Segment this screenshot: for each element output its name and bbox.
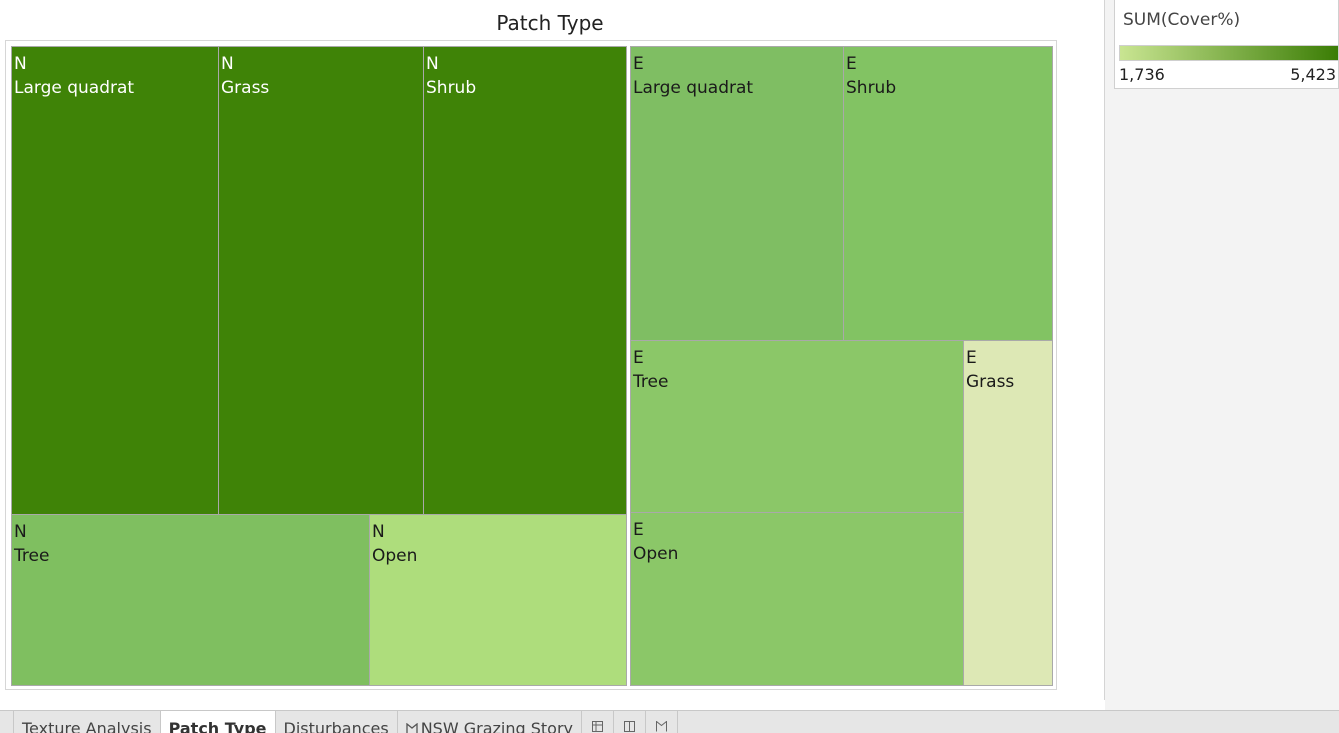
tile-group-label: E — [633, 54, 644, 74]
treemap-frame — [5, 40, 1057, 690]
new-dashboard-icon — [624, 721, 635, 732]
tab-label: NSW Grazing Story — [420, 719, 573, 733]
tile-patch-label: Large quadrat — [633, 78, 754, 98]
tile-patch-label: Shrub — [846, 78, 897, 98]
tab-disturbances[interactable]: Disturbances — [274, 711, 397, 733]
tile-group-label: E — [966, 348, 977, 368]
tile-patch-label: Shrub — [426, 78, 477, 98]
tile-patch-label: Open — [633, 544, 679, 564]
tile-e-tree[interactable]: E Tree — [630, 340, 964, 515]
tile-patch-label: Grass — [966, 372, 1015, 392]
tile-n-large-quadrat[interactable]: N Large quadrat — [11, 46, 219, 515]
tile-e-shrub[interactable]: E Shrub — [843, 46, 1053, 341]
tile-group-label: N — [372, 522, 385, 542]
story-icon — [406, 723, 418, 733]
tile-group-label: E — [846, 54, 857, 74]
legend-max-label: 5,423 — [1290, 65, 1336, 84]
legend-min-label: 1,736 — [1119, 65, 1165, 84]
tab-label: Patch Type — [168, 719, 267, 733]
new-worksheet-button[interactable] — [581, 711, 613, 733]
tile-group-label: E — [633, 348, 644, 368]
tab-nsw-grazing-story[interactable]: NSW Grazing Story — [396, 711, 581, 733]
tile-group-label: N — [14, 522, 27, 542]
tile-patch-label: Tree — [14, 546, 50, 566]
tabs-divider — [677, 711, 678, 733]
tile-group-label: N — [14, 54, 27, 74]
tab-label: Texture Analysis — [22, 719, 152, 733]
tile-n-open[interactable]: N Open — [369, 514, 627, 686]
tab-patch-type[interactable]: Patch Type — [159, 711, 275, 733]
side-panel — [1105, 0, 1339, 710]
tile-group-label: E — [633, 520, 644, 540]
tab-texture-analysis[interactable]: Texture Analysis — [13, 711, 160, 733]
tile-e-grass[interactable]: E Grass — [963, 340, 1053, 686]
canvas-divider — [1104, 0, 1105, 700]
worksheet-canvas: Patch Type N Large quadrat N Grass N Shr… — [5, 11, 1057, 690]
new-worksheet-icon — [592, 721, 603, 732]
legend-color-ramp — [1119, 45, 1339, 61]
new-story-icon — [656, 721, 667, 732]
tile-patch-label: Grass — [221, 78, 270, 98]
tile-e-open[interactable]: E Open — [630, 512, 964, 686]
tile-e-large-quadrat[interactable]: E Large quadrat — [630, 46, 844, 341]
tile-patch-label: Large quadrat — [14, 78, 135, 98]
tile-patch-label: Tree — [633, 372, 669, 392]
tile-group-label: N — [221, 54, 234, 74]
new-dashboard-button[interactable] — [613, 711, 645, 733]
color-legend[interactable]: SUM(Cover%) 1,736 5,423 — [1114, 0, 1339, 89]
new-story-button[interactable] — [645, 711, 677, 733]
tile-group-label: N — [426, 54, 439, 74]
sheet-title: Patch Type — [496, 11, 604, 35]
legend-title: SUM(Cover%) — [1123, 10, 1241, 30]
tile-patch-label: Open — [372, 546, 418, 566]
sheet-tab-bar: Texture Analysis Patch Type Disturbances… — [0, 710, 1339, 733]
tile-n-shrub[interactable]: N Shrub — [423, 46, 627, 515]
tile-n-tree[interactable]: N Tree — [11, 514, 370, 686]
tile-n-grass[interactable]: N Grass — [218, 46, 424, 515]
tab-label: Disturbances — [283, 719, 389, 733]
